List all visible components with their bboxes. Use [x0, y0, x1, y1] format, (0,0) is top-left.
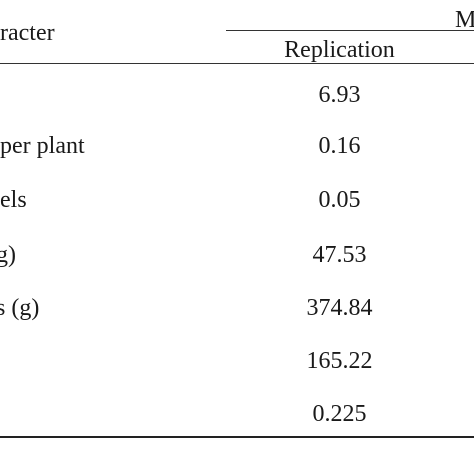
header-rule — [0, 63, 474, 64]
row-2-character: per plant — [0, 133, 85, 159]
header-group: M — [455, 7, 474, 33]
row-4-value: 47.53 — [312, 242, 367, 268]
header-character: racter — [0, 20, 55, 46]
row-6-value: 165.22 — [306, 348, 373, 374]
group-rule — [226, 30, 474, 31]
row-3-character: els — [0, 187, 27, 213]
row-3-value: 0.05 — [318, 187, 361, 213]
row-5-value: 374.84 — [306, 295, 373, 321]
row-7-value: 0.225 — [312, 401, 367, 427]
row-4-character: g) — [0, 242, 16, 268]
row-5-character: s (g) — [0, 295, 40, 321]
header-replication: Replication — [284, 37, 395, 63]
bottom-rule — [0, 436, 474, 438]
row-2-value: 0.16 — [318, 133, 361, 159]
row-1-value: 6.93 — [318, 82, 361, 108]
